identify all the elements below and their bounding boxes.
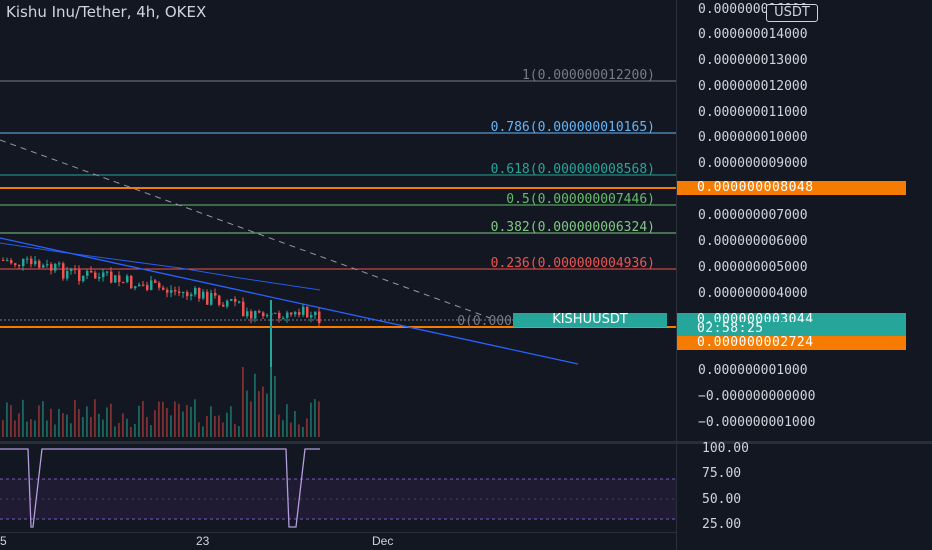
time-axis-label: 5 bbox=[0, 534, 7, 548]
rsi-axis-label: 75.00 bbox=[702, 466, 741, 481]
rsi-axis-label: 50.00 bbox=[702, 492, 741, 507]
time-axis-label: 23 bbox=[196, 534, 210, 548]
candlestick-series bbox=[2, 255, 321, 437]
fib-level-label: 1(0.000000012200) bbox=[522, 68, 655, 83]
fib-level-label: 0.236(0.000000004936) bbox=[491, 256, 655, 271]
fib-level-label: 0.786(0.000000010165) bbox=[491, 120, 655, 135]
support-price-tag: 0.000000002724 bbox=[677, 336, 906, 350]
price-axis-label: 0.000000012000 bbox=[698, 79, 808, 94]
time-axis-label: Dec bbox=[372, 534, 393, 548]
rsi-axis-label: 100.00 bbox=[702, 441, 749, 456]
price-axis-label: −0.000000000000 bbox=[698, 389, 815, 404]
descending-trendline[interactable] bbox=[0, 237, 579, 365]
fib-level-label: 0.618(0.000000008568) bbox=[491, 162, 655, 177]
fib-level-label: 0(0.000 bbox=[457, 314, 512, 329]
rsi-line bbox=[0, 448, 320, 528]
dashed-trend-line[interactable] bbox=[0, 139, 491, 319]
symbol-tag: KISHUUSDT bbox=[513, 313, 667, 327]
price-axis-label: 0.000000009000 bbox=[698, 156, 808, 171]
moving-average-line bbox=[0, 242, 321, 291]
volume-series bbox=[2, 367, 320, 437]
price-axis-label: 0.000000014000 bbox=[698, 27, 808, 42]
price-axis-label: 0.000000005000 bbox=[698, 260, 808, 275]
chart-title: Kishu Inu/Tether, 4h, OKEX bbox=[6, 3, 207, 21]
price-axis-label: −0.000000001000 bbox=[698, 415, 815, 430]
fib-level-label: 0.382(0.000000006324) bbox=[491, 220, 655, 235]
price-axis-label: 0.000000010000 bbox=[698, 130, 808, 145]
price-axis-label: 0.000000004000 bbox=[698, 286, 808, 301]
fib-level-label: 0.5(0.000000007446) bbox=[506, 192, 655, 207]
bar-countdown: 02:58:25 bbox=[677, 322, 906, 336]
rsi-axis-label: 25.00 bbox=[702, 517, 741, 532]
price-axis-label: 0.000000001000 bbox=[698, 363, 808, 378]
price-axis-label: 0.000000007000 bbox=[698, 208, 808, 223]
currency-unit-button[interactable]: USDT bbox=[766, 4, 818, 22]
price-axis-label: 0.000000006000 bbox=[698, 234, 808, 249]
resistance-price-tag: 0.000000008048 bbox=[677, 181, 906, 195]
price-axis-label: 0.000000013000 bbox=[698, 53, 808, 68]
price-axis-label: 0.000000011000 bbox=[698, 105, 808, 120]
fib-retracement[interactable] bbox=[0, 80, 676, 321]
